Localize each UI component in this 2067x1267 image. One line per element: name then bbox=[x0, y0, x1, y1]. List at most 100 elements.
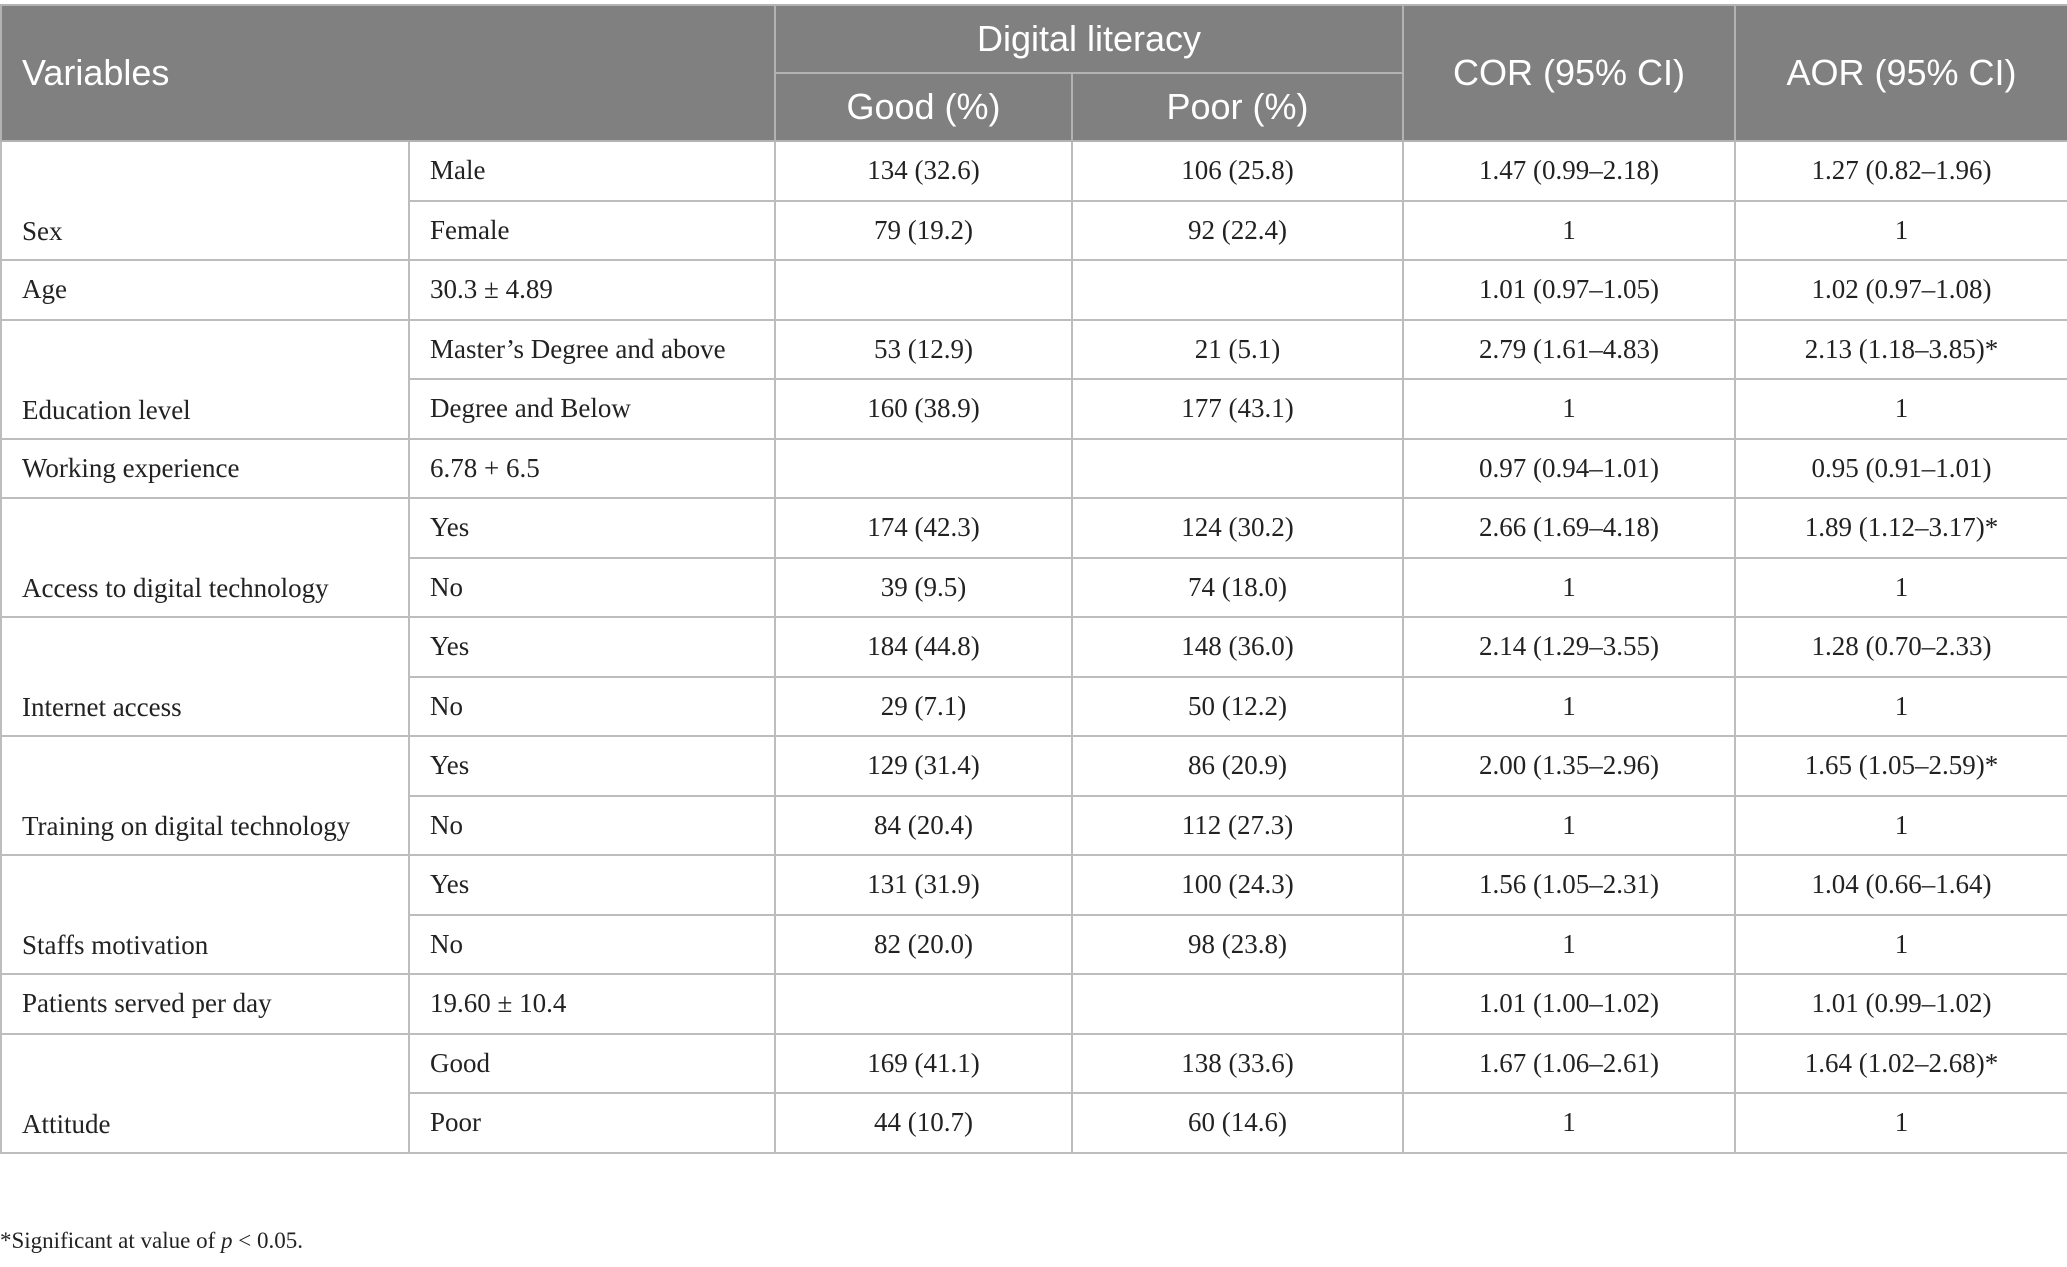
category-cell: No bbox=[407, 913, 777, 975]
header-poor: Poor (%) bbox=[1071, 72, 1405, 142]
poor-cell: 74 (18.0) bbox=[1071, 556, 1405, 618]
category-cell: Master’s Degree and above bbox=[407, 318, 777, 380]
aor-cell: 1 bbox=[1734, 913, 2067, 975]
table-row: No 29 (7.1) 50 (12.2) 1 1 bbox=[1, 675, 2067, 737]
cor-cell: 1.56 (1.05–2.31) bbox=[1402, 854, 1737, 916]
category-cell: No bbox=[407, 556, 777, 618]
good-cell: 169 (41.1) bbox=[774, 1032, 1074, 1094]
table-row: Age 30.3 ± 4.89 1.01 (0.97–1.05) 1.02 (0… bbox=[0, 259, 2067, 321]
aor-cell: 1.01 (0.99–1.02) bbox=[1734, 973, 2067, 1035]
good-cell: 84 (20.4) bbox=[774, 794, 1074, 856]
aor-cell: 2.13 (1.18–3.85)* bbox=[1734, 318, 2067, 380]
variable-cell: Patients served per day bbox=[0, 973, 410, 1035]
variable-cell: Working experience bbox=[0, 437, 410, 499]
category-cell: 19.60 ± 10.4 bbox=[407, 973, 777, 1035]
table-row: Training on digital technology Yes 129 (… bbox=[0, 735, 2067, 856]
poor-cell: 50 (12.2) bbox=[1071, 675, 1405, 737]
good-cell: 39 (9.5) bbox=[774, 556, 1074, 618]
results-table-container: Variables Digital literacy COR (95% CI) … bbox=[0, 4, 2067, 1154]
aor-cell: 1 bbox=[1734, 794, 2067, 856]
cor-cell: 1 bbox=[1402, 199, 1737, 261]
cor-cell: 2.14 (1.29–3.55) bbox=[1402, 616, 1737, 678]
table-body: Sex Male 134 (32.6) 106 (25.8) 1.47 (0.9… bbox=[0, 140, 2067, 1154]
cor-cell: 1.67 (1.06–2.61) bbox=[1402, 1032, 1737, 1094]
table-row: Sex Male 134 (32.6) 106 (25.8) 1.47 (0.9… bbox=[0, 140, 2067, 261]
variable-cell: Internet access bbox=[0, 616, 410, 737]
poor-cell: 138 (33.6) bbox=[1071, 1032, 1405, 1094]
variable-cell: Sex bbox=[0, 140, 410, 261]
category-cell: Female bbox=[407, 199, 777, 261]
variable-cell: Age bbox=[0, 259, 410, 321]
good-cell: 29 (7.1) bbox=[774, 675, 1074, 737]
cor-cell: 1 bbox=[1402, 378, 1737, 440]
aor-cell: 0.95 (0.91–1.01) bbox=[1734, 437, 2067, 499]
good-cell: 44 (10.7) bbox=[774, 1092, 1074, 1154]
table-row: Internet access Yes 184 (44.8) 148 (36.0… bbox=[0, 616, 2067, 737]
poor-cell bbox=[1071, 973, 1405, 1035]
table-row: Female 79 (19.2) 92 (22.4) 1 1 bbox=[1, 199, 2067, 261]
cor-cell: 1 bbox=[1402, 556, 1737, 618]
aor-cell: 1 bbox=[1734, 675, 2067, 737]
category-cell: No bbox=[407, 794, 777, 856]
table-row: Attitude Good 169 (41.1) 138 (33.6) 1.67… bbox=[0, 1032, 2067, 1154]
aor-cell: 1.02 (0.97–1.08) bbox=[1734, 259, 2067, 321]
aor-cell: 1 bbox=[1734, 556, 2067, 618]
header-good: Good (%) bbox=[774, 72, 1074, 142]
table-row: Access to digital technology Yes 174 (42… bbox=[0, 497, 2067, 618]
aor-cell: 1.27 (0.82–1.96) bbox=[1734, 140, 2067, 202]
poor-cell: 98 (23.8) bbox=[1071, 913, 1405, 975]
variable-cell: Staffs motivation bbox=[0, 854, 410, 975]
aor-cell: 1.04 (0.66–1.64) bbox=[1734, 854, 2067, 916]
cor-cell: 0.97 (0.94–1.01) bbox=[1402, 437, 1737, 499]
header-variables: Variables bbox=[0, 4, 777, 142]
category-cell: Yes bbox=[407, 735, 777, 797]
table-row: No 84 (20.4) 112 (27.3) 1 1 bbox=[1, 794, 2067, 856]
logistic-regression-table: Variables Digital literacy COR (95% CI) … bbox=[0, 4, 2067, 1154]
good-cell: 129 (31.4) bbox=[774, 735, 1074, 797]
table-header: Variables Digital literacy COR (95% CI) … bbox=[0, 4, 2067, 142]
aor-cell: 1.28 (0.70–2.33) bbox=[1734, 616, 2067, 678]
variable-cell: Access to digital technology bbox=[0, 497, 410, 618]
good-cell: 131 (31.9) bbox=[774, 854, 1074, 916]
good-cell: 184 (44.8) bbox=[774, 616, 1074, 678]
good-cell bbox=[774, 437, 1074, 499]
cor-cell: 1 bbox=[1402, 675, 1737, 737]
category-cell: Male bbox=[407, 140, 777, 202]
poor-cell: 148 (36.0) bbox=[1071, 616, 1405, 678]
cor-cell: 1.47 (0.99–2.18) bbox=[1402, 140, 1737, 202]
category-cell: Yes bbox=[407, 497, 777, 559]
poor-cell: 100 (24.3) bbox=[1071, 854, 1405, 916]
table-row: No 82 (20.0) 98 (23.8) 1 1 bbox=[1, 913, 2067, 975]
variable-cell: Training on digital technology bbox=[0, 735, 410, 856]
table-row: Working experience 6.78 + 6.5 0.97 (0.94… bbox=[0, 437, 2067, 499]
footnote-p-symbol: p bbox=[221, 1228, 233, 1253]
table-row: Poor 44 (10.7) 60 (14.6) 1 1 bbox=[1, 1092, 2067, 1154]
aor-cell: 1.89 (1.12–3.17)* bbox=[1734, 497, 2067, 559]
category-cell: Poor bbox=[407, 1092, 777, 1154]
poor-cell: 21 (5.1) bbox=[1071, 318, 1405, 380]
table-row: Staffs motivation Yes 131 (31.9) 100 (24… bbox=[0, 854, 2067, 975]
header-aor: AOR (95% CI) bbox=[1734, 4, 2067, 142]
cor-cell: 2.00 (1.35–2.96) bbox=[1402, 735, 1737, 797]
cor-cell: 2.66 (1.69–4.18) bbox=[1402, 497, 1737, 559]
category-cell: Yes bbox=[407, 616, 777, 678]
category-cell: Yes bbox=[407, 854, 777, 916]
category-cell: Good bbox=[407, 1032, 777, 1094]
poor-cell: 106 (25.8) bbox=[1071, 140, 1405, 202]
category-cell: 6.78 + 6.5 bbox=[407, 437, 777, 499]
variable-cell: Education level bbox=[0, 318, 410, 440]
aor-cell: 1 bbox=[1734, 1092, 2067, 1154]
poor-cell: 60 (14.6) bbox=[1071, 1092, 1405, 1154]
table-row: No 39 (9.5) 74 (18.0) 1 1 bbox=[1, 556, 2067, 618]
good-cell bbox=[774, 259, 1074, 321]
poor-cell bbox=[1071, 259, 1405, 321]
cor-cell: 1 bbox=[1402, 1092, 1737, 1154]
aor-cell: 1 bbox=[1734, 378, 2067, 440]
aor-cell: 1.64 (1.02–2.68)* bbox=[1734, 1032, 2067, 1094]
table-row: Patients served per day 19.60 ± 10.4 1.0… bbox=[0, 973, 2067, 1035]
poor-cell: 86 (20.9) bbox=[1071, 735, 1405, 797]
poor-cell bbox=[1071, 437, 1405, 499]
cor-cell: 1.01 (1.00–1.02) bbox=[1402, 973, 1737, 1035]
table-row: Education level Master’s Degree and abov… bbox=[0, 318, 2067, 440]
good-cell: 160 (38.9) bbox=[774, 378, 1074, 440]
